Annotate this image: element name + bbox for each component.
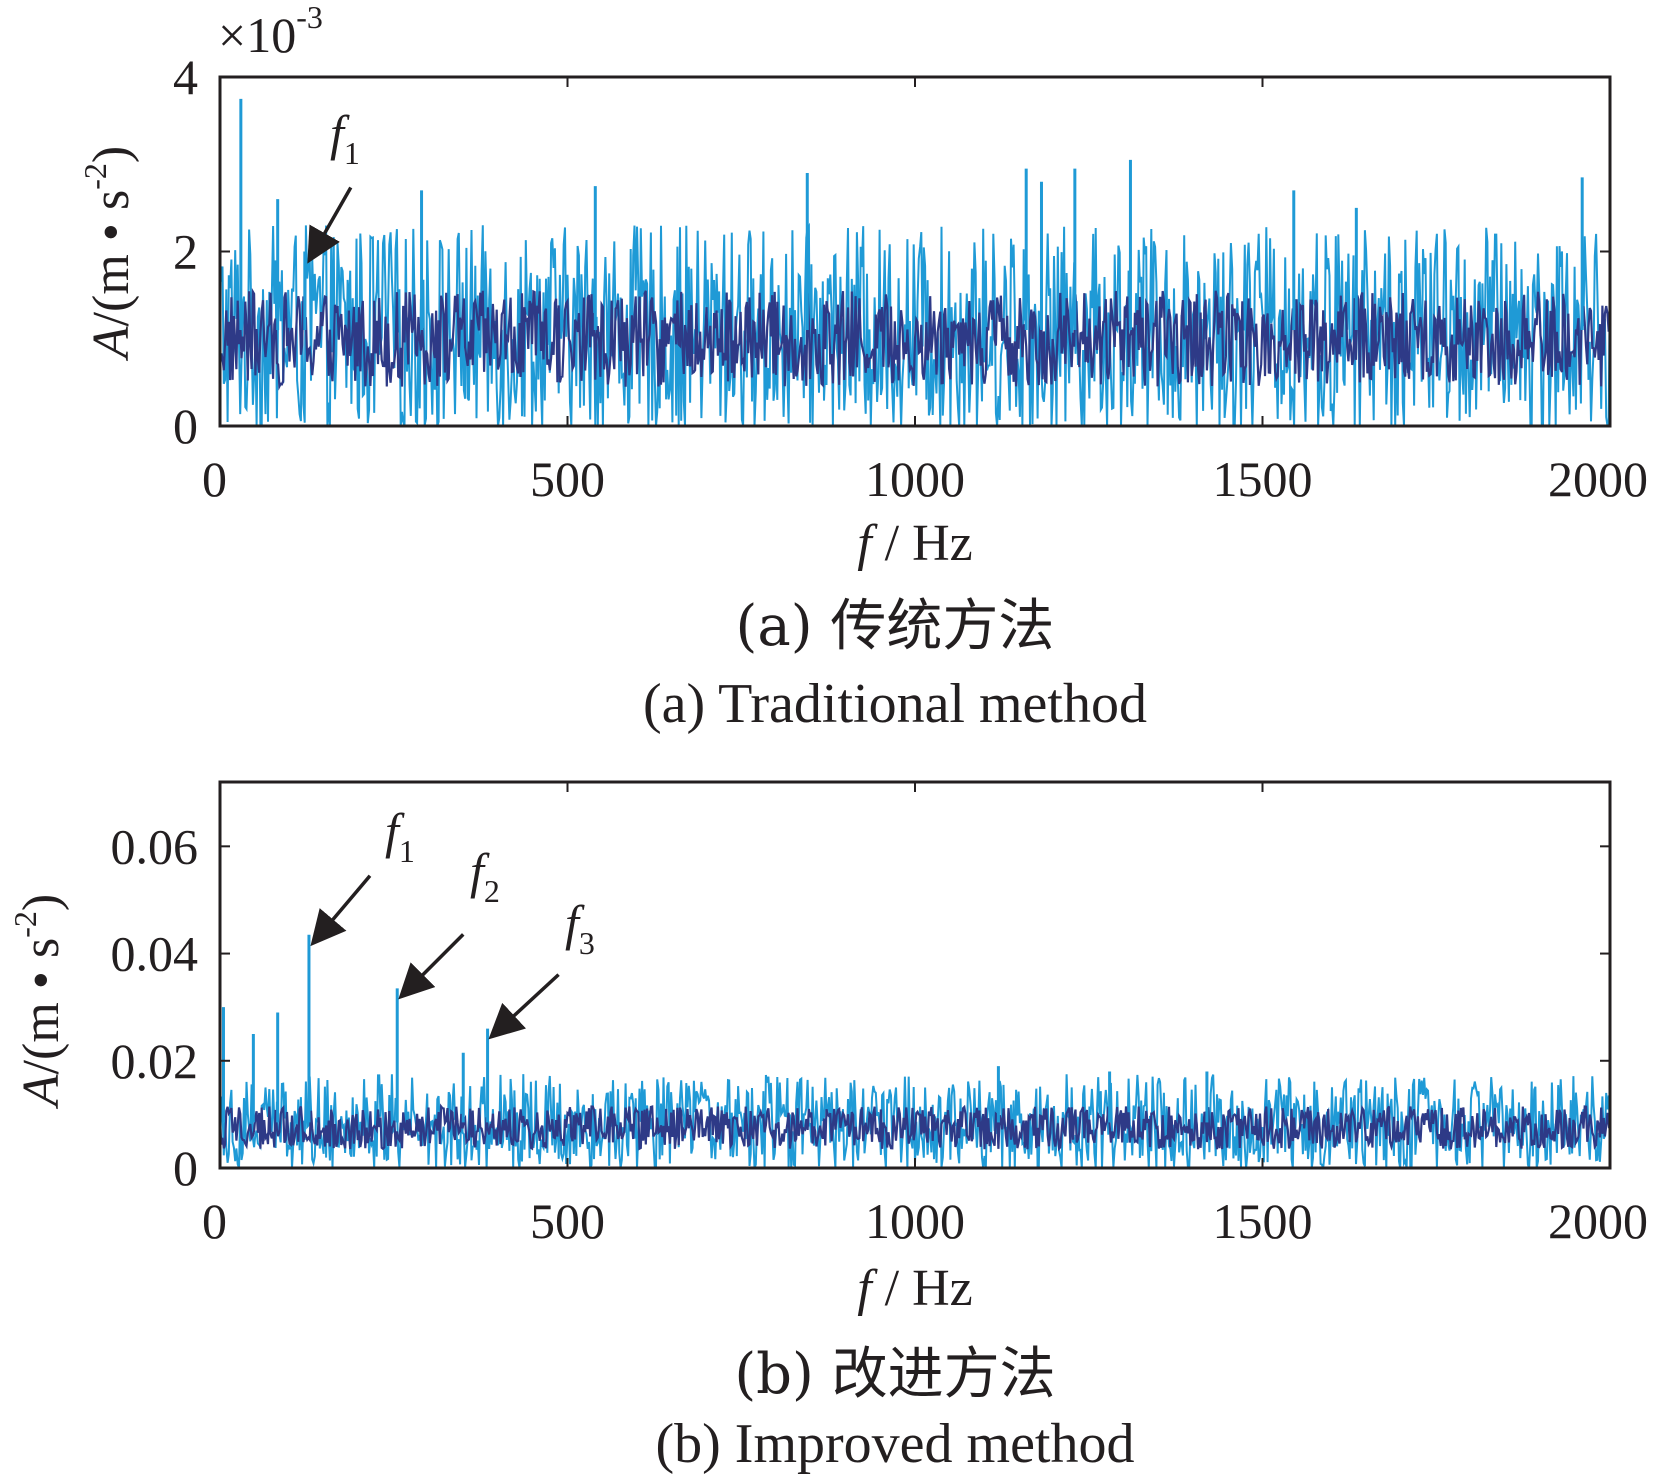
panel-b-x-tick-label-3: 1500 [1213, 1193, 1313, 1249]
panel-b-x-tick-label-2: 1000 [865, 1193, 965, 1249]
panel-a-y-axis-exp: -2 [77, 163, 113, 190]
panel-b-x-tick-label-0: 0 [202, 1193, 227, 1249]
panel-b-y-axis-close: ) [13, 894, 70, 911]
panel-b-caption-en: (b) Improved method [656, 1413, 1135, 1475]
panel-a-y-axis-var: A [83, 326, 140, 361]
panel-b: 0 500 1000 1500 2000 0 0.02 0.04 0.06 A/(m • s-2… [7, 780, 1648, 1475]
panel-b-x-axis-label: f / Hz [857, 1260, 973, 1317]
panel-a-y-tick-label-0: 0 [173, 398, 198, 454]
panel-a-caption-en: (a) Traditional method [643, 673, 1147, 735]
panel-a: 0 500 1000 1500 2000 0 2 4 ×10-3 A/(m • s-2) f … [77, 0, 1648, 735]
panel-b-y-tick-label-3: 0.06 [111, 818, 199, 874]
panel-b-x-tick-label-1: 500 [530, 1193, 605, 1249]
panel-b-ticks: 0 500 1000 1500 2000 0 0.02 0.04 0.06 [111, 782, 1648, 1249]
panel-a-y-axis-close: ) [83, 146, 140, 163]
panel-b-y-tick-label-2: 0.04 [111, 926, 199, 982]
panel-a-annotation-arrow-0 [307, 186, 353, 264]
panel-b-y-axis-label: A/(m • s-2) [7, 894, 70, 1109]
panel-b-annotations: f1 f2 f3 [310, 803, 595, 1040]
panel-b-caption-cn: (b) 改进方法 [734, 1342, 1055, 1407]
panel-b-y-axis-var: A [13, 1074, 70, 1109]
panel-b-x-tick-label-4: 2000 [1548, 1193, 1648, 1249]
panel-b-annotation-arrow-2 [488, 973, 560, 1040]
panel-a-y-tick-label-1: 2 [173, 224, 198, 280]
panel-b-annotation-arrow-0 [310, 874, 372, 947]
panel-a-y-multiplier-base: ×10 [218, 7, 296, 63]
panel-a-series-dark [218, 287, 1612, 391]
panel-b-annotation-arrow-1 [398, 933, 465, 1000]
panel-a-x-axis-unit: / Hz [872, 515, 973, 572]
panel-a-y-multiplier-exp: -3 [296, 0, 323, 35]
panel-a-plot-area [218, 98, 1612, 428]
panel-b-y-tick-label-0: 0 [173, 1140, 198, 1196]
panel-b-y-axis-unit: /(m • s [13, 938, 70, 1075]
panel-a-x-axis-label: f / Hz [857, 515, 973, 572]
panel-a-x-tick-label-2: 1000 [865, 451, 965, 507]
panel-a-x-tick-label-0: 0 [202, 451, 227, 507]
panel-a-x-tick-label-1: 500 [530, 451, 605, 507]
panel-a-x-tick-label-3: 1500 [1213, 451, 1313, 507]
panel-b-annotation-label-0: f1 [385, 803, 415, 869]
panel-a-ticks: 0 500 1000 1500 2000 0 2 4 [173, 49, 1648, 507]
panel-b-y-axis-exp: -2 [7, 911, 43, 938]
panel-a-annotations: f1 [307, 105, 360, 264]
panel-a-y-multiplier: ×10-3 [218, 0, 323, 63]
panel-a-y-axis-unit: /(m • s [83, 190, 140, 327]
panel-b-annotation-label-2: f3 [565, 895, 595, 961]
panel-b-annotation-label-1: f2 [470, 843, 500, 909]
panel-a-annotation-label-0: f1 [330, 105, 360, 171]
panel-a-y-tick-label-2: 4 [173, 49, 198, 105]
panel-b-y-tick-label-1: 0.02 [111, 1033, 199, 1089]
panel-b-x-axis-unit: / Hz [872, 1260, 973, 1317]
panel-a-x-tick-label-4: 2000 [1548, 451, 1648, 507]
panel-a-y-axis-label: A/(m • s-2) [77, 146, 140, 361]
panel-a-caption-cn: (a) 传统方法 [736, 594, 1055, 659]
panel-b-series-dark [218, 1103, 1612, 1152]
